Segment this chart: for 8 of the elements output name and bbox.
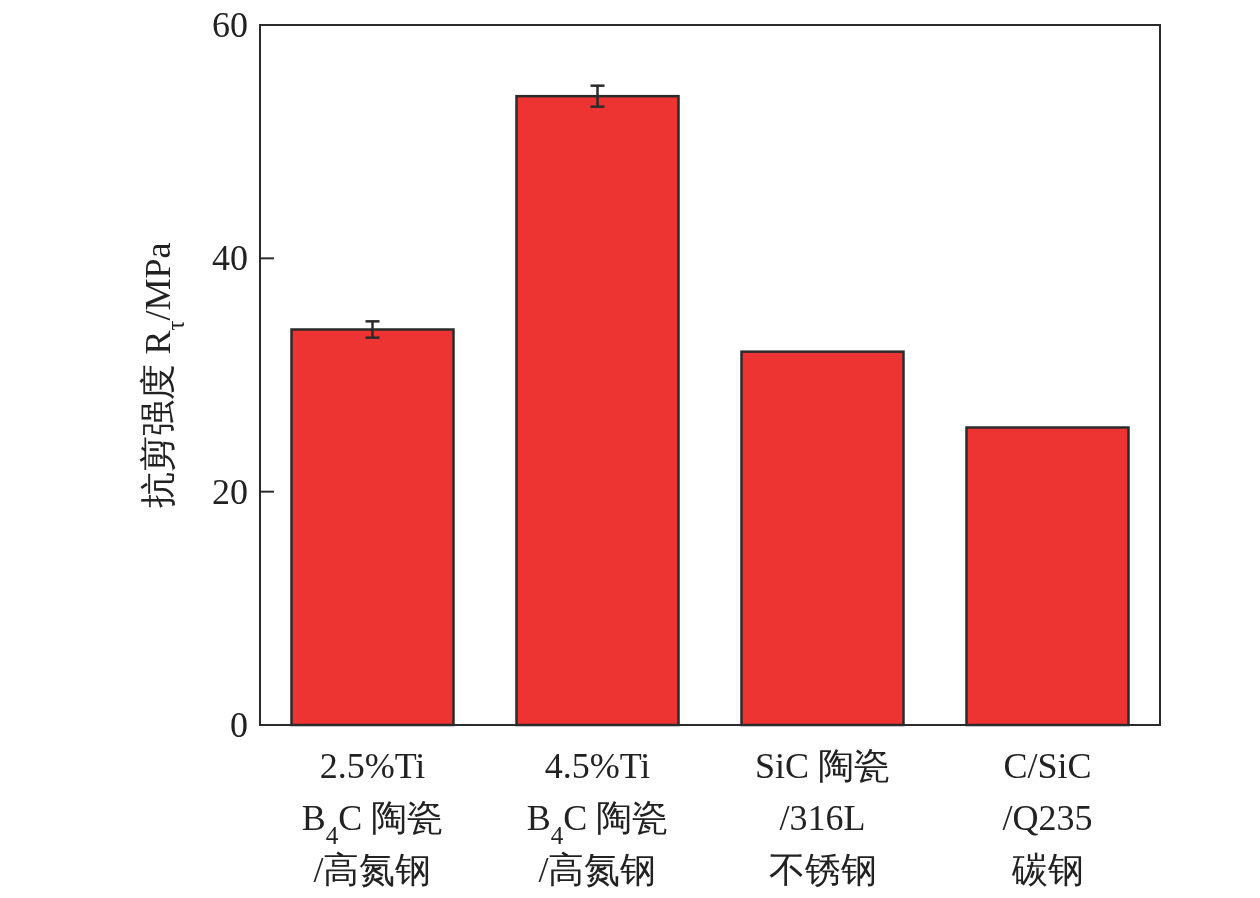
- y-tick-label: 40: [212, 238, 248, 279]
- y-tick-label: 0: [230, 705, 248, 745]
- y-tick-label: 20: [212, 471, 248, 512]
- x-tick-label: C/SiC /Q235 碳钢: [1002, 746, 1093, 890]
- x-tick-label: 2.5%Ti B$_{4}$C 陶瓷 /高氮钢: [301, 746, 444, 890]
- y-tick-label: 60: [212, 5, 248, 45]
- x-tick-label: SiC 陶瓷 /316L 不锈钢: [754, 746, 891, 890]
- x-tick-label: 4.5%Ti B$_{4}$C 陶瓷 /高氮钢: [526, 746, 669, 890]
